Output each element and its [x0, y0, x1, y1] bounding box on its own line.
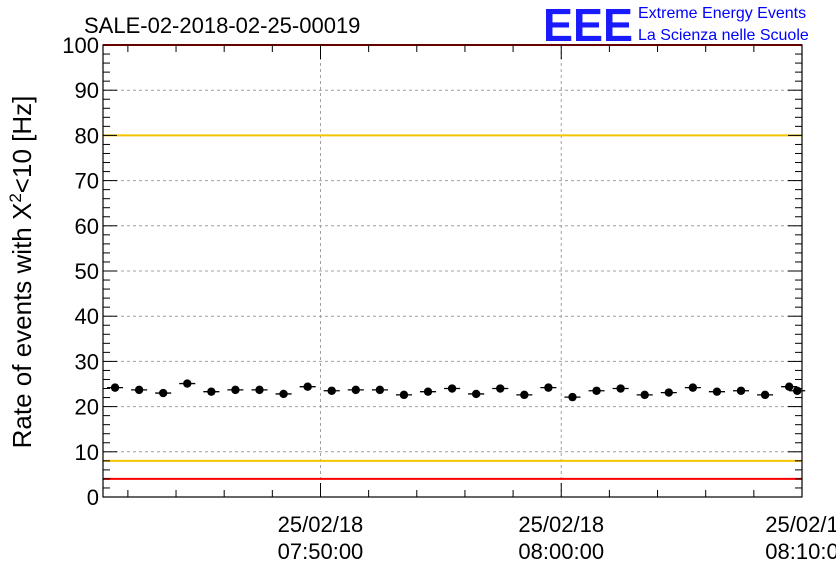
y-axis-title-superscript: 2	[6, 193, 25, 202]
y-tick-label: 90	[75, 78, 99, 103]
data-point	[520, 390, 529, 400]
grid	[103, 45, 802, 497]
data-point	[664, 388, 673, 397]
y-axis-title: Rate of events with X2<10 [Hz]	[6, 96, 37, 449]
x-tick-date-label: 25/02/1	[765, 512, 836, 537]
data-point	[447, 384, 457, 393]
data-point	[568, 392, 577, 402]
reference-lines	[103, 44, 802, 480]
data-point	[183, 379, 192, 388]
data-series	[107, 379, 806, 402]
x-tick-time-label: 08:10:0	[765, 539, 836, 564]
data-point	[231, 385, 240, 395]
y-axis-title-tail: <10 [Hz]	[7, 96, 37, 194]
y-tick-label: 60	[75, 214, 99, 239]
eee-logo: EEE Extreme Energy Events La Scienza nel…	[543, 0, 809, 51]
data-point	[255, 385, 264, 395]
x-tick-time-label: 07:50:00	[278, 539, 364, 564]
data-point	[496, 384, 505, 393]
y-tick-label: 10	[75, 440, 99, 465]
data-point	[423, 387, 433, 396]
data-point	[158, 388, 168, 398]
data-point	[134, 385, 144, 395]
data-point	[784, 382, 794, 391]
data-point	[327, 386, 336, 395]
y-tick-label: 100	[62, 33, 99, 58]
x-axis: 25/02/1807:50:0025/02/1808:00:0025/02/10…	[127, 45, 836, 564]
data-point	[592, 386, 601, 395]
y-tick-label: 70	[75, 169, 99, 194]
data-point	[303, 382, 312, 391]
data-point	[736, 386, 746, 395]
y-tick-label: 20	[75, 395, 99, 420]
data-point	[760, 390, 770, 400]
eee-logo-letters: EEE	[543, 0, 633, 51]
x-tick-date-label: 25/02/18	[518, 512, 604, 537]
data-point	[640, 390, 649, 400]
y-tick-label: 0	[87, 485, 99, 510]
data-point	[375, 385, 385, 395]
data-point	[544, 383, 553, 392]
y-axis-title-main: Rate of events with X	[7, 203, 37, 449]
y-tick-label: 40	[75, 304, 99, 329]
y-tick-label: 30	[75, 349, 99, 374]
data-point	[351, 385, 360, 395]
x-tick-time-label: 08:00:00	[518, 539, 604, 564]
eee-logo-line2: La Scienza nelle Scuole	[638, 27, 809, 44]
data-point	[207, 387, 216, 396]
eee-logo-line1: Extreme Energy Events	[638, 5, 806, 22]
run-title: SALE-02-2018-02-25-00019	[84, 13, 360, 38]
data-point	[110, 383, 120, 392]
data-point	[471, 389, 481, 399]
y-axis: 0 10 20 30 40 50 60 70 80 90 100	[62, 33, 802, 510]
data-point	[792, 386, 802, 395]
data-point	[399, 390, 409, 400]
data-point	[688, 383, 698, 392]
data-point	[616, 384, 625, 393]
data-point	[712, 387, 722, 396]
x-tick-date-label: 25/02/18	[278, 512, 364, 537]
y-tick-label: 50	[75, 259, 99, 284]
data-point	[279, 389, 288, 399]
y-tick-label: 80	[75, 123, 99, 148]
